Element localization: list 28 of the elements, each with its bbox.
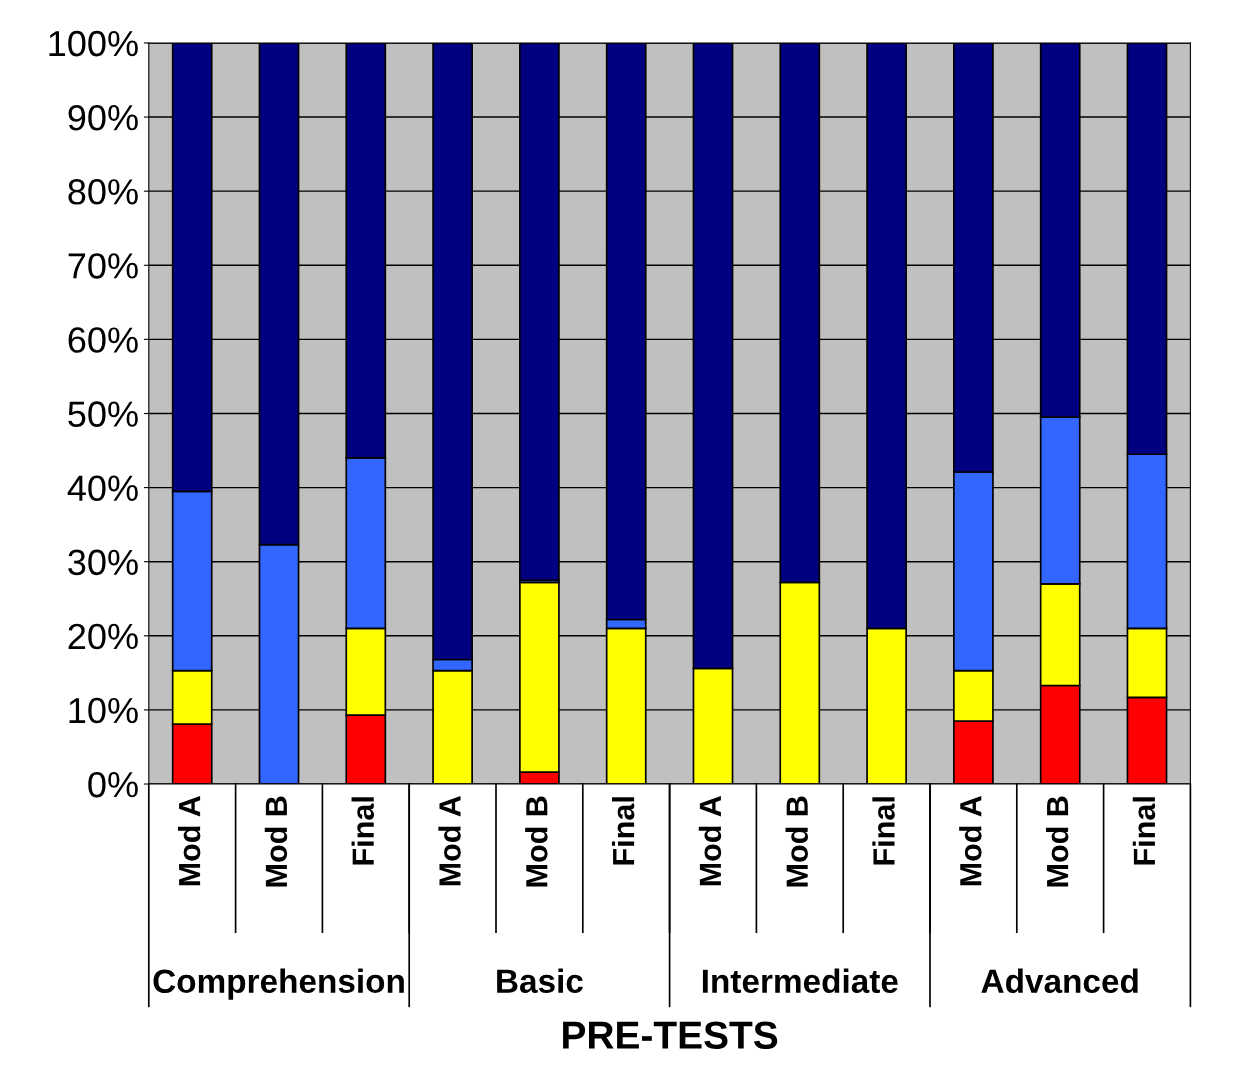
y-tick-label: 70% [68,253,138,279]
x-tick-label: Mod A [177,795,201,886]
x-tick-label: Mod B [785,796,808,887]
x-tick-label: Final [1132,797,1156,865]
y-tick-label: 60% [68,327,138,353]
text: Intermediate [702,968,898,994]
y-tick-label: 50% [68,401,138,427]
text: Comprehension [153,968,404,1000]
y-tick-label: 80% [68,179,138,205]
x-tick-label: Mod B [525,796,548,887]
y-tick-label: 90% [68,104,138,131]
x-axis-title: PRE-TESTS [563,1021,778,1049]
x-tick-label: Mod B [264,796,288,887]
x-tick-label: Final [351,797,374,865]
x-tick-label: Final [611,797,635,865]
x-tick-label: Mod A [438,795,461,886]
x-tick-label: Mod A [959,795,982,886]
y-tick-label: 30% [68,549,138,576]
y-tick-label: 0% [88,771,138,798]
y-tick-label: 20% [68,623,138,650]
y-tick-label: 40% [67,475,138,502]
text: Advanced [981,968,1138,994]
text: Basic [497,968,583,994]
y-tick-label: 100% [49,30,138,57]
x-tick-label: Mod B [1045,796,1069,887]
x-tick-label: Mod A [698,795,722,886]
y-tick-label: 10% [69,697,138,724]
x-tick-label: Final [872,797,895,865]
